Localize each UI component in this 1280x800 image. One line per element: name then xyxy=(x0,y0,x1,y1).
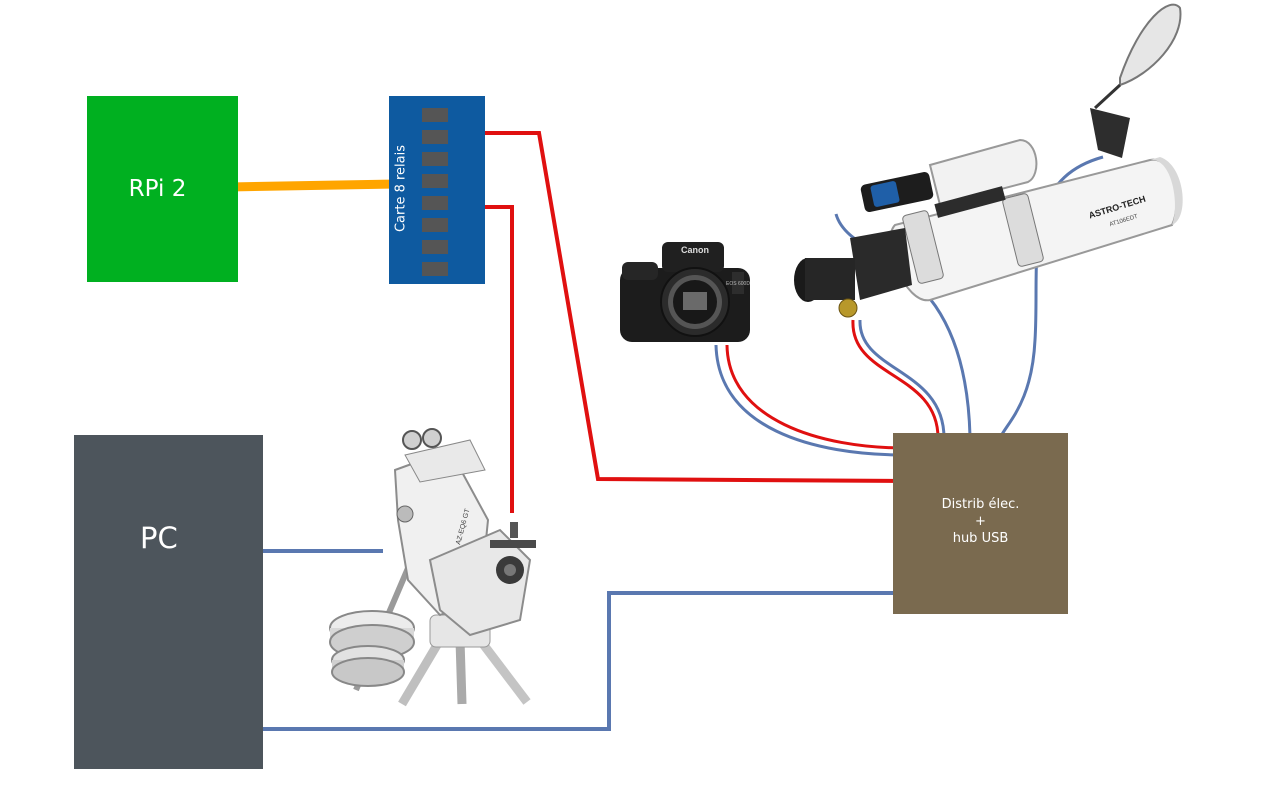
focuser-usb-cable xyxy=(858,319,946,439)
camera-power-cable xyxy=(725,344,906,450)
relay-slot xyxy=(422,152,448,166)
camera-usb-cable xyxy=(714,344,906,457)
power-wire-relay-to-mount xyxy=(478,205,514,513)
relay-slot xyxy=(422,130,448,144)
pc-box: PC xyxy=(74,435,263,769)
relay-board-box: Carte 8 relais xyxy=(389,96,485,284)
equatorial-mount-image: AZ-EQ6 GT xyxy=(329,428,536,707)
camera-brand: Canon xyxy=(681,245,709,255)
raspberry-pi-label: RPi 2 xyxy=(128,176,187,202)
relay-board-label: Carte 8 relais xyxy=(393,144,409,233)
gpio-wire xyxy=(228,179,399,192)
telescope-image: ASTRO-TECH AT106EDT xyxy=(794,3,1183,318)
power-distributor-usb-hub-box: Distrib élec. + hub USB xyxy=(893,433,1068,614)
relay-slot xyxy=(422,196,448,210)
camera-model: EOS 600D xyxy=(726,281,750,287)
relay-slot xyxy=(422,240,448,254)
usb-wire-pc-to-distrib xyxy=(222,591,895,731)
relay-slot xyxy=(422,108,448,122)
relay-slot xyxy=(422,218,448,232)
relay-slot xyxy=(422,262,448,276)
power-wire-relay-to-distrib xyxy=(475,131,902,483)
pc-label: PC xyxy=(140,521,178,555)
focuser-power-cable xyxy=(851,319,940,439)
raspberry-pi-box: RPi 2 xyxy=(87,96,238,282)
dslr-camera-image: Canon EOS 600D xyxy=(620,242,750,342)
power-distributor-label: Distrib élec. + hub USB xyxy=(941,497,1020,546)
relay-slot xyxy=(422,174,448,188)
